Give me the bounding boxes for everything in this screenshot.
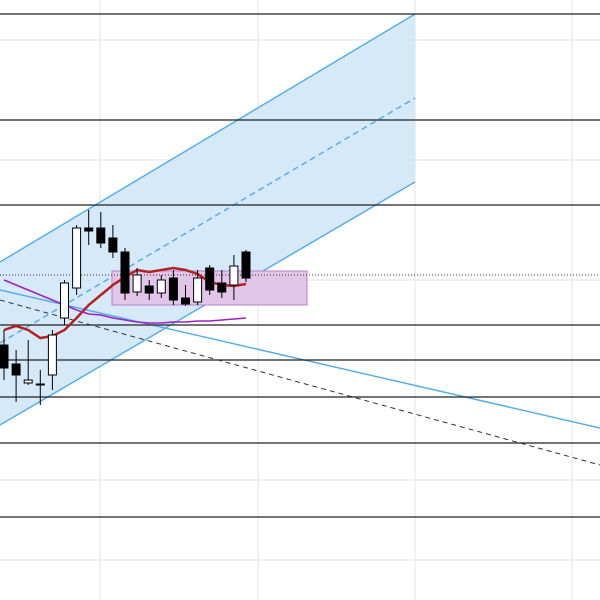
candle-body [96, 227, 106, 244]
candle-body [120, 251, 130, 294]
candle-body [156, 279, 166, 294]
candle-body [35, 383, 45, 386]
candle-body [72, 227, 82, 289]
candle-body [217, 282, 227, 293]
trend-line-dashed [0, 299, 600, 466]
channel-fill [0, 14, 415, 425]
candle-body [84, 227, 94, 232]
candle-body [229, 265, 239, 286]
candle-body [23, 379, 33, 384]
candle-body [132, 274, 142, 293]
channel-upper [0, 13, 416, 263]
candle-body [168, 277, 178, 301]
candle-body [205, 267, 215, 291]
candle-body [193, 277, 203, 303]
candle-body [60, 282, 69, 319]
candle-body [47, 334, 57, 376]
candle-body [11, 363, 21, 376]
candle-body [241, 251, 251, 279]
channel-mid [0, 97, 416, 344]
candle-body [0, 344, 9, 369]
trend-line [0, 289, 600, 429]
candle-body [181, 297, 190, 305]
moving-average [3, 279, 247, 324]
candles [0, 210, 251, 405]
levels [0, 13, 600, 518]
candle-body [108, 237, 118, 253]
candle-body [144, 285, 154, 294]
